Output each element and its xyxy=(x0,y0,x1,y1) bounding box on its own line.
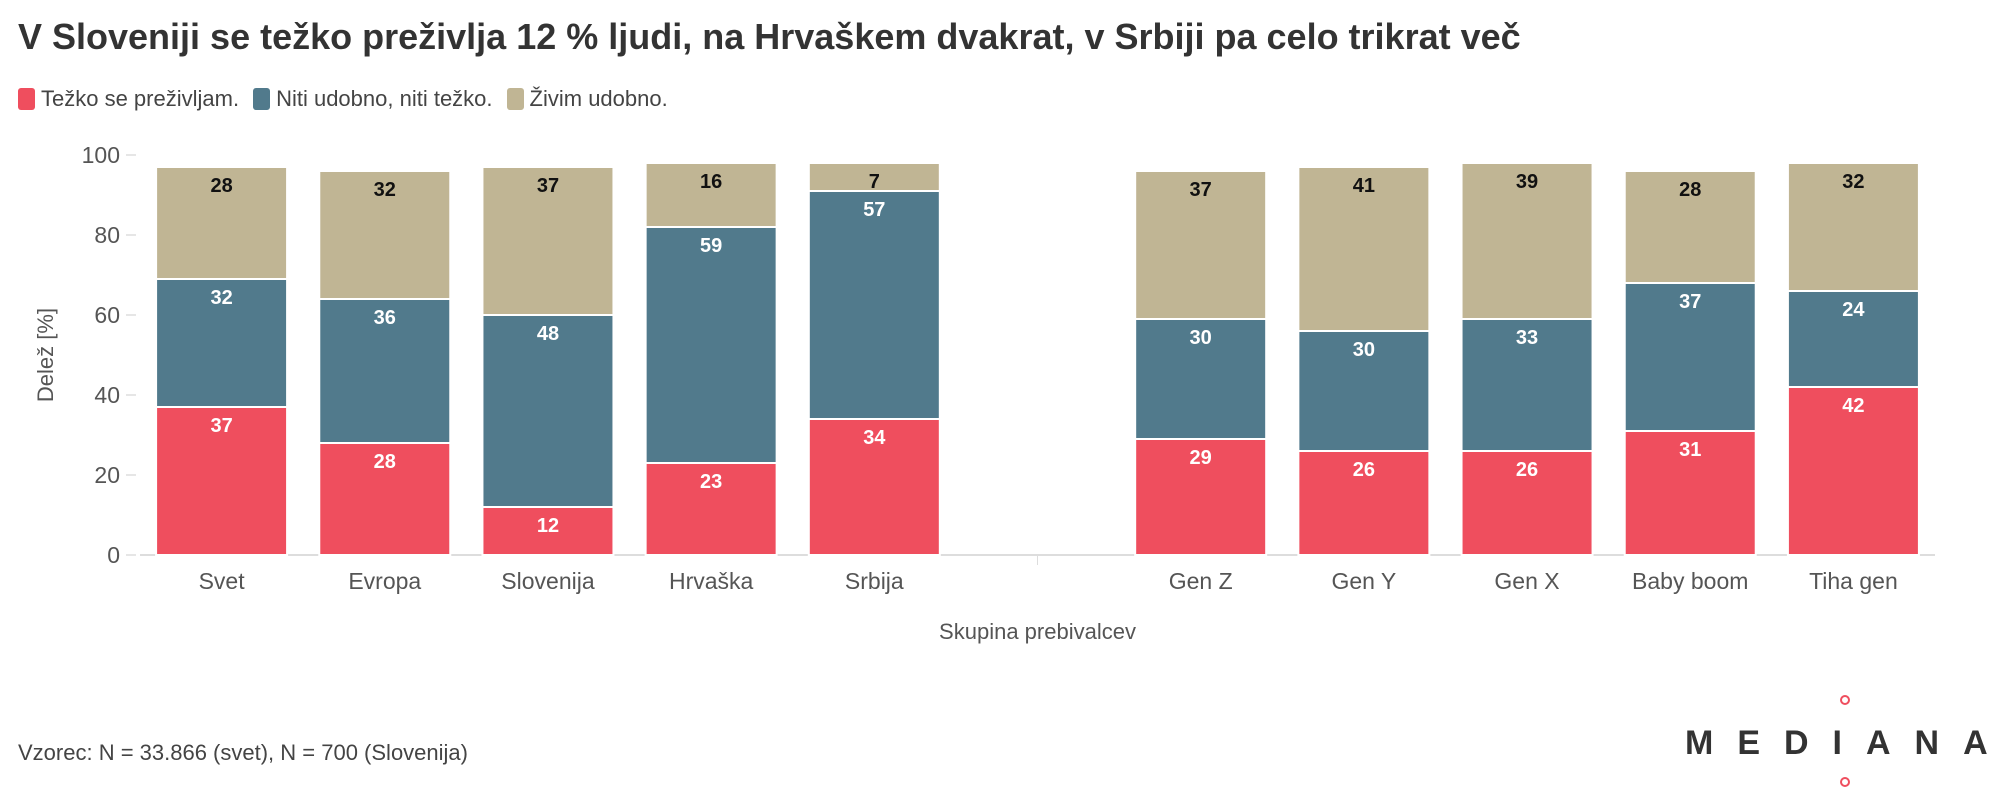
bar-segment xyxy=(481,166,615,316)
bar-segment xyxy=(1786,386,1920,556)
x-tick-label: Gen Y xyxy=(1331,568,1396,594)
data-label: 37 xyxy=(537,175,559,197)
y-tick-label: 80 xyxy=(94,222,120,248)
bar-segment xyxy=(1134,170,1268,320)
data-label: 26 xyxy=(1353,459,1375,481)
data-label: 32 xyxy=(1842,171,1864,193)
bar-segment xyxy=(318,170,452,300)
data-label: 59 xyxy=(700,235,722,257)
y-tick-label: 60 xyxy=(94,302,120,328)
bar-segment xyxy=(1623,282,1757,432)
data-label: 36 xyxy=(374,307,396,329)
data-label: 32 xyxy=(374,179,396,201)
legend-swatch-neutral xyxy=(253,88,271,110)
x-tick-label: Hrvaška xyxy=(669,568,754,594)
bar-segment xyxy=(1786,290,1920,388)
data-label: 31 xyxy=(1679,439,1701,461)
bar-segment xyxy=(1297,330,1431,452)
data-label: 28 xyxy=(210,175,232,197)
bar-segment xyxy=(481,314,615,508)
bar-segment xyxy=(807,418,941,556)
data-label: 28 xyxy=(1679,179,1701,201)
bar-segment xyxy=(1623,430,1757,556)
bar-segment xyxy=(481,506,615,556)
legend-swatch-hard xyxy=(18,88,35,110)
bar-segment xyxy=(644,226,778,464)
legend-item-comfortable: Živim udobno. xyxy=(506,86,668,112)
x-tick-label: Baby boom xyxy=(1632,568,1748,594)
bar-segment xyxy=(155,166,289,280)
x-tick-label: Gen Z xyxy=(1169,568,1233,594)
data-label: 30 xyxy=(1353,339,1375,361)
data-label: 33 xyxy=(1516,327,1538,349)
sample-note: Vzorec: N = 33.866 (svet), N = 700 (Slov… xyxy=(18,740,468,765)
y-tick-label: 0 xyxy=(107,542,120,568)
legend-label-comfortable: Živim udobno. xyxy=(529,86,668,111)
y-tick-label: 100 xyxy=(82,142,120,168)
bar-segment xyxy=(644,162,778,228)
x-tick-label: Tiha gen xyxy=(1809,568,1898,594)
bar-segment xyxy=(1460,318,1594,452)
x-tick-label: Slovenija xyxy=(501,568,595,594)
bar-segment xyxy=(1134,438,1268,556)
legend-item-neutral: Niti udobno, niti težko. xyxy=(253,86,493,112)
bar-segment xyxy=(644,462,778,556)
bar-segment xyxy=(1460,450,1594,556)
x-tick-label: Evropa xyxy=(348,568,421,594)
data-label: 37 xyxy=(1679,291,1701,313)
data-label: 23 xyxy=(700,471,722,493)
bar-segment xyxy=(807,190,941,420)
data-label: 32 xyxy=(210,287,232,309)
y-tick-label: 40 xyxy=(94,382,120,408)
bar-segment xyxy=(1460,162,1594,320)
data-label: 34 xyxy=(863,427,886,449)
data-label: 16 xyxy=(700,171,722,193)
bar-segment xyxy=(318,298,452,444)
data-label: 39 xyxy=(1516,171,1538,193)
data-label: 26 xyxy=(1516,459,1538,481)
data-label: 57 xyxy=(863,199,885,221)
y-tick-label: 20 xyxy=(94,462,120,488)
legend-swatch-comfortable xyxy=(506,88,524,110)
bar-segment xyxy=(155,406,289,556)
data-label: 28 xyxy=(374,451,396,473)
legend: Težko se preživljam. Niti udobno, niti t… xyxy=(18,86,668,112)
stacked-bar-chart: 0 20 40 60 80 100 Delež [%] 37 32 28 Svet 28 36 32 Evr… xyxy=(33,142,1935,644)
bar-segment xyxy=(1786,162,1920,292)
legend-label-neutral: Niti udobno, niti težko. xyxy=(276,86,493,111)
bar-segment xyxy=(155,278,289,408)
legend-label-hard: Težko se preživljam. xyxy=(41,86,240,111)
x-tick-label: Srbija xyxy=(845,568,904,594)
data-label: 7 xyxy=(869,171,880,193)
x-axis-label: Skupina prebivalcev xyxy=(939,619,1136,644)
data-label: 48 xyxy=(537,323,559,345)
data-label: 42 xyxy=(1842,395,1864,417)
data-label: 41 xyxy=(1353,175,1375,197)
x-tick-label: Svet xyxy=(199,568,246,594)
data-label: 37 xyxy=(210,415,232,437)
data-label: 24 xyxy=(1842,299,1865,321)
x-tick-label: Gen X xyxy=(1494,568,1559,594)
legend-item-hard: Težko se preživljam. xyxy=(18,86,239,112)
mediana-logo: MEDIANA xyxy=(1685,695,2000,787)
chart-title: V Sloveniji se težko preživlja 12 % ljud… xyxy=(18,16,1521,57)
bar-segment xyxy=(1623,170,1757,284)
y-axis-label: Delež [%] xyxy=(33,308,58,402)
data-label: 29 xyxy=(1190,447,1212,469)
data-label: 12 xyxy=(537,515,559,537)
svg-text:MEDIANA: MEDIANA xyxy=(1685,724,2000,762)
data-label: 30 xyxy=(1190,327,1212,349)
bar-segment xyxy=(1134,318,1268,440)
bar-segment xyxy=(1297,166,1431,332)
data-label: 37 xyxy=(1190,179,1212,201)
bar-segment xyxy=(807,162,941,192)
